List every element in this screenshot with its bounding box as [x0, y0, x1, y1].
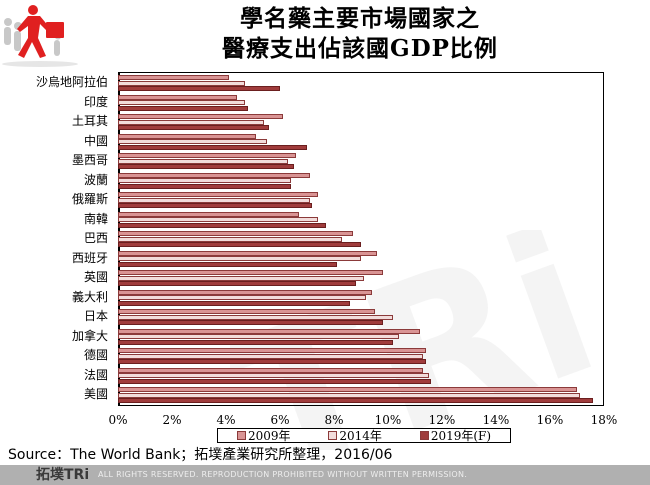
footer-brand: 拓墣TRi: [36, 467, 90, 483]
bar-2009年: [118, 289, 372, 295]
bar-2009年: [118, 367, 423, 373]
category-label: 俄羅斯: [71, 192, 108, 206]
x-tick-label: 0%: [108, 413, 128, 427]
x-tick-label: 2%: [162, 413, 182, 427]
bar-2009年: [118, 231, 353, 236]
x-tick-label: 6%: [270, 413, 290, 427]
x-tick-label: 8%: [324, 413, 344, 427]
bar-2009年: [118, 387, 577, 392]
bar-2019年(F): [118, 320, 383, 325]
bar-2014年: [118, 334, 399, 339]
bar-2009年: [118, 94, 237, 100]
bar-2019年(F): [118, 144, 307, 150]
category-label: 加拿大: [71, 328, 108, 343]
category-label: 美國: [83, 387, 108, 401]
bar-2009年: [118, 211, 299, 217]
bar-2014年: [118, 373, 429, 378]
bar-2019年(F): [118, 203, 312, 208]
legend-item-2019: 2019年(F): [419, 427, 491, 444]
category-label: 義大利: [71, 289, 108, 304]
x-tick-label: 10%: [374, 413, 402, 427]
x-tick-label: 4%: [216, 413, 236, 427]
bar-2014年: [118, 158, 288, 164]
bar-2019年(F): [118, 281, 356, 286]
category-label: 土耳其: [71, 114, 108, 128]
bar-2009年: [118, 309, 375, 314]
x-tick-label: 12%: [428, 413, 456, 427]
bar-2014年: [118, 295, 366, 300]
swatch-2009-icon: [236, 431, 246, 440]
legend-item-2014: 2014年: [328, 427, 382, 444]
bar-2019年(F): [118, 378, 431, 384]
bar-2014年: [118, 80, 245, 86]
x-tick-label: 14%: [482, 413, 510, 427]
category-label: 沙烏地阿拉伯: [35, 75, 108, 89]
category-label: 印度: [83, 94, 108, 109]
category-label: 西班牙: [71, 250, 108, 265]
category-label: 墨西哥: [71, 153, 108, 167]
bar-2009年: [118, 153, 296, 158]
bar-2009年: [118, 114, 283, 119]
legend-item-2009: 2009年: [236, 427, 290, 444]
bar-2014年: [118, 119, 264, 125]
x-tick-label: 16%: [536, 413, 564, 427]
bar-2014年: [118, 139, 267, 144]
bar-2009年: [118, 328, 420, 334]
bar-2019年(F): [118, 222, 326, 228]
bar-2019年(F): [118, 242, 361, 247]
bar-2009年: [118, 75, 229, 80]
bar-2019年(F): [118, 339, 393, 345]
bar-2009年: [118, 270, 383, 275]
bar-2014年: [118, 100, 245, 105]
bar-2019年(F): [118, 125, 269, 130]
category-label: 中國: [83, 133, 108, 148]
footer-bar: 拓墣TRi ALL RIGHTS RESERVED. REPRODUCTION …: [0, 465, 650, 485]
bar-2019年(F): [118, 183, 291, 189]
bar-2019年(F): [118, 86, 280, 91]
bar-2014年: [118, 314, 393, 320]
bar-2014年: [118, 217, 318, 222]
category-label: 巴西: [83, 231, 108, 245]
x-tick-label: 18%: [590, 413, 618, 427]
swatch-2019-icon: [419, 431, 429, 440]
chart-title: 學名藥主要市場國家之 醫療支出佔該國GDP比例: [150, 4, 570, 64]
title-line-1: 學名藥主要市場國家之: [240, 5, 480, 32]
bar-2019年(F): [118, 300, 350, 306]
bar-2009年: [118, 172, 310, 178]
bar-2014年: [118, 275, 364, 281]
bar-2014年: [118, 178, 291, 183]
bar-2014年: [118, 353, 423, 359]
category-label: 法國: [83, 367, 108, 382]
category-label: 英國: [83, 270, 108, 284]
bar-2014年: [118, 392, 580, 398]
bar-2009年: [118, 133, 256, 139]
copyright-notice: ALL RIGHTS RESERVED. REPRODUCTION PROHIB…: [98, 470, 468, 479]
bar-2014年: [118, 256, 361, 261]
swatch-2014-icon: [328, 431, 338, 440]
bar-2019年(F): [118, 398, 593, 403]
bar-2019年(F): [118, 261, 337, 267]
category-label: 波蘭: [83, 172, 108, 187]
bar-2009年: [118, 250, 377, 256]
bar-2009年: [118, 348, 426, 353]
title-line-2: 醫療支出佔該國GDP比例: [222, 35, 498, 62]
category-label: 德國: [83, 348, 108, 362]
category-label: 日本: [83, 309, 108, 323]
source-note: Source：The World Bank；拓墣產業研究所整理，2016/06: [8, 447, 393, 463]
category-label: 南韓: [83, 211, 108, 226]
bar-2019年(F): [118, 164, 294, 169]
bar-2019年(F): [118, 105, 248, 111]
bar-2014年: [118, 197, 310, 203]
legend: 2009年 2014年 2019年(F): [217, 428, 511, 443]
bar-2014年: [118, 236, 342, 242]
running-man-logo-icon: [2, 5, 78, 67]
bar-2019年(F): [118, 359, 426, 364]
bar-2009年: [118, 192, 318, 197]
